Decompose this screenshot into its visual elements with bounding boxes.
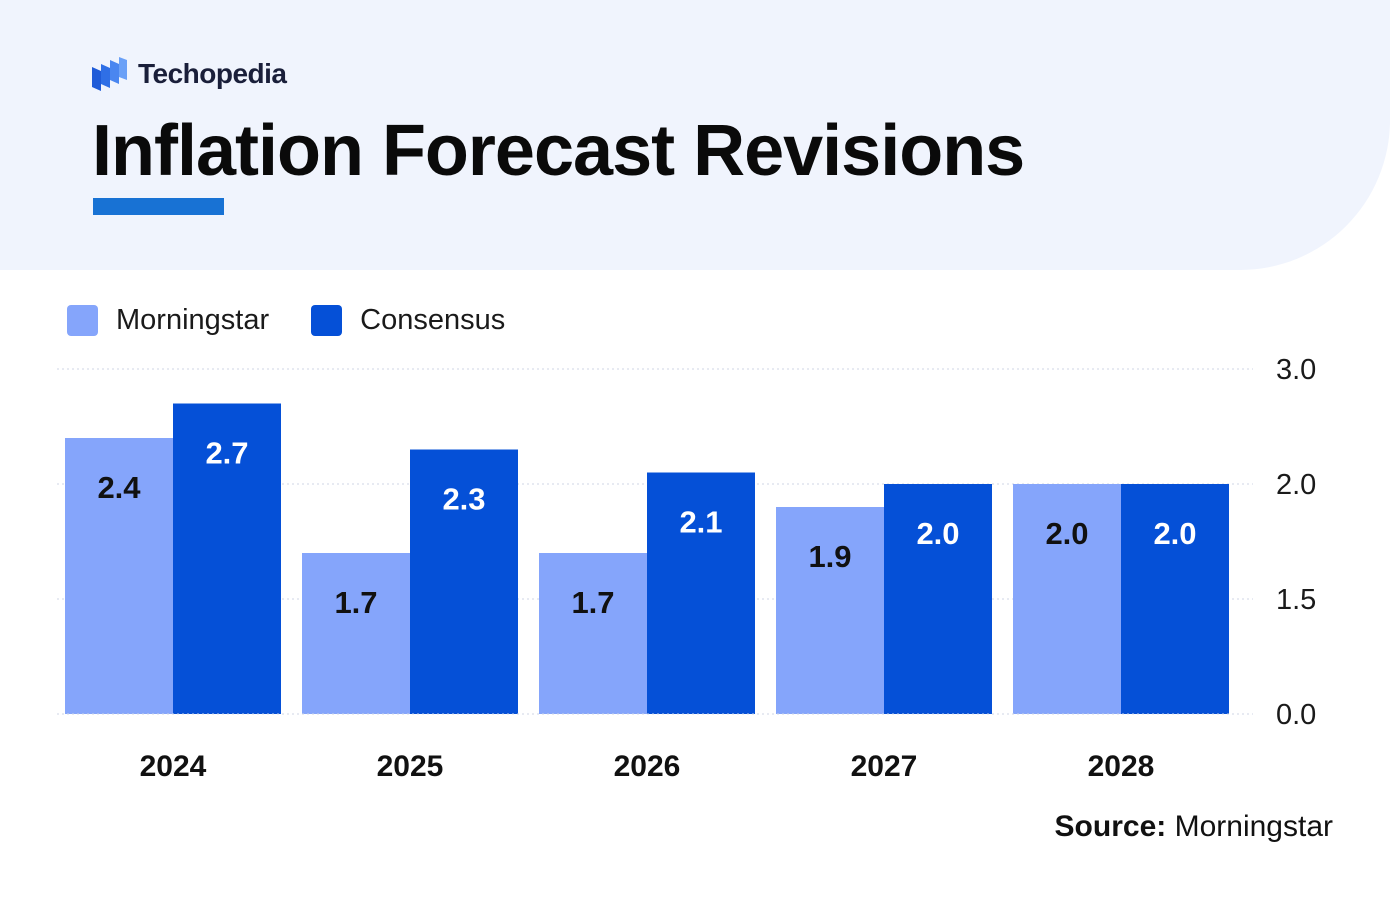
x-tick-label: 2025 [377, 750, 444, 783]
brand: Techopedia [92, 54, 287, 94]
bar-consensus-2028 [1121, 484, 1229, 714]
chart-legend: Morningstar Consensus [67, 300, 547, 340]
legend-item-consensus: Consensus [311, 304, 505, 337]
data-label: 2.7 [205, 436, 248, 471]
legend-swatch-morningstar [67, 304, 98, 336]
data-label: 2.3 [442, 482, 485, 517]
brand-name: Techopedia [138, 58, 287, 89]
y-tick-label: 2.0 [1276, 469, 1316, 501]
source-prefix: Source: [1054, 810, 1167, 843]
data-label: 2.1 [679, 505, 722, 540]
legend-label-consensus: Consensus [360, 303, 506, 336]
data-label: 2.0 [1045, 516, 1088, 551]
x-tick-label: 2027 [851, 750, 918, 783]
bar-morningstar-2027 [776, 507, 884, 714]
data-label: 1.7 [571, 585, 614, 620]
legend-item-morningstar: Morningstar [67, 304, 269, 337]
data-label: 2.0 [916, 516, 959, 551]
legend-label-morningstar: Morningstar [116, 303, 270, 336]
x-tick-label: 2024 [140, 750, 207, 783]
data-label: 2.0 [1153, 516, 1196, 551]
bar-morningstar-2028 [1013, 484, 1121, 714]
bar-consensus-2024 [173, 403, 281, 714]
bar-morningstar-2025 [302, 553, 410, 714]
source-name: Morningstar [1174, 810, 1333, 843]
legend-swatch-consensus [311, 304, 343, 336]
page-title: Inflation Forecast Revisions [92, 111, 1025, 191]
bar-morningstar-2024 [65, 438, 173, 714]
data-label: 1.9 [808, 539, 851, 574]
x-tick-label: 2026 [614, 750, 681, 783]
x-tick-label: 2028 [1088, 750, 1155, 783]
source-note: Source: Morningstar [1055, 810, 1333, 844]
y-tick-label: 1.5 [1276, 584, 1316, 616]
bar-consensus-2027 [884, 484, 992, 714]
title-underline [93, 198, 224, 215]
techopedia-logo-icon [92, 57, 127, 91]
bar-morningstar-2026 [539, 553, 647, 714]
bar-consensus-2026 [647, 472, 755, 714]
bar-chart: 0.0 1.5 2.0 3.0 2.4 2.7 2024 1.7 2.3 2025 1.7 2.1 20… [57, 354, 1316, 783]
y-tick-label: 0.0 [1276, 699, 1316, 731]
y-tick-label: 3.0 [1276, 354, 1316, 386]
bar-consensus-2025 [410, 449, 518, 714]
header-background [0, 0, 1390, 270]
data-label: 1.7 [334, 585, 377, 620]
data-label: 2.4 [97, 470, 141, 505]
